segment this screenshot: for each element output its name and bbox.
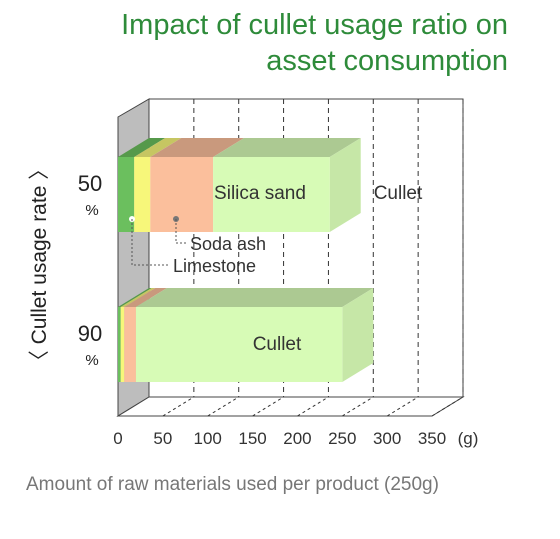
x-tick-label: 250 [328, 429, 356, 448]
bar-top-cullet [135, 288, 374, 307]
x-axis-unit: (g) [458, 429, 479, 448]
bar-segment-soda-ash [120, 307, 125, 382]
chart-title-line-1: Impact of cullet usage ratio on [121, 9, 508, 41]
bar-segment-cullet [213, 157, 330, 232]
bar-segment-cullet [135, 307, 343, 382]
callout-line-limestone [131, 219, 170, 266]
category-label: 90 [78, 321, 102, 346]
floor-grid-line [431, 396, 464, 417]
x-tick-label: 300 [373, 429, 401, 448]
bar-top-limestone [118, 138, 166, 157]
bar-top-silica-sand [124, 288, 167, 307]
chart-title-line-2: asset consumption [266, 45, 508, 77]
bar-label-cullet: Cullet [374, 183, 423, 204]
floor-grid-line [207, 396, 239, 417]
bar-segment-limestone [118, 157, 135, 232]
category-unit: % [85, 352, 98, 369]
bar-label-cullet: Cullet [253, 334, 302, 355]
bar-label-silica-sand: Silica sand [214, 183, 306, 204]
floor-grid-line [297, 396, 329, 417]
annotation-limestone: Limestone [173, 256, 256, 276]
bar-segment-silica-sand [124, 307, 136, 382]
bar-top-silica-sand [150, 138, 245, 157]
category-unit: % [85, 202, 98, 219]
callout-line-soda-ash [175, 219, 186, 244]
floor-grid-line [252, 396, 284, 417]
annotation-soda-ash: Soda ash [190, 234, 266, 254]
bar-side-cullet [329, 138, 361, 232]
x-tick-label: 200 [283, 429, 311, 448]
bar-top-soda-ash [134, 138, 182, 157]
bar-segment-silica-sand [150, 157, 214, 232]
plot-floor [116, 396, 465, 417]
bar-top-cullet [213, 138, 361, 157]
category-label: 50 [78, 171, 102, 196]
floor-grid-line [162, 396, 195, 417]
bar-top-limestone [118, 288, 152, 307]
floor-grid-line [342, 396, 374, 417]
x-tick-label: 350 [418, 429, 446, 448]
x-tick-label: 0 [113, 429, 122, 448]
floor-grid-line [386, 396, 419, 417]
bar-segment-soda-ash [134, 157, 151, 232]
bar-side-cullet [342, 288, 374, 382]
bar-segment-limestone [118, 307, 121, 382]
x-axis-label: Amount of raw materials used per product… [26, 474, 439, 495]
x-tick-label: 50 [153, 429, 172, 448]
x-tick-label: 150 [238, 429, 266, 448]
x-tick-label: 100 [194, 429, 222, 448]
bar-top-soda-ash [120, 288, 156, 307]
y-axis-label: 〈 Cullet usage rate 〉 [28, 158, 51, 372]
